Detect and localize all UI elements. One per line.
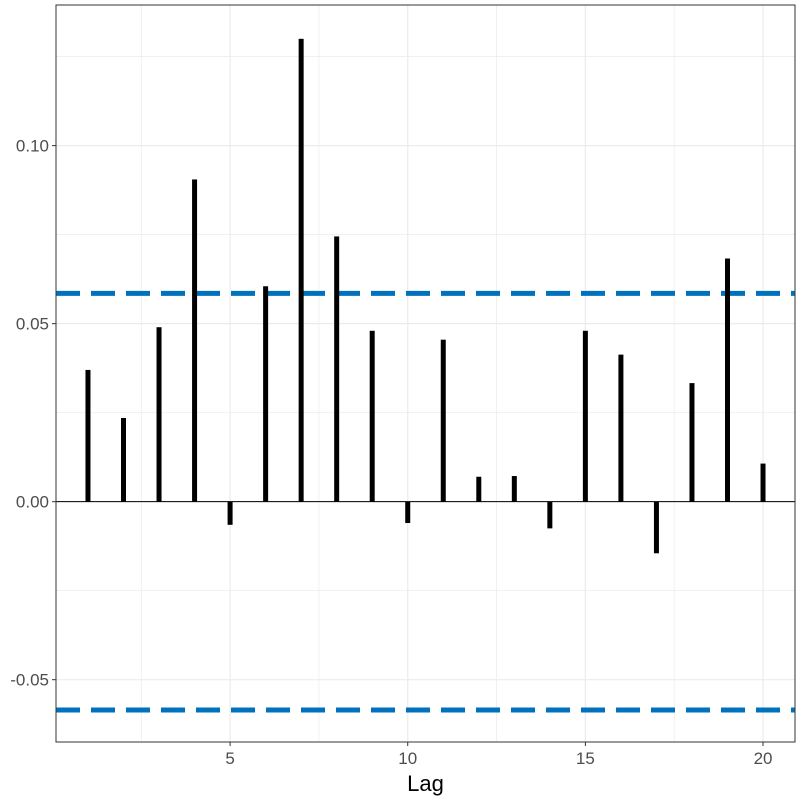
x-tick-label: 10 <box>398 749 417 768</box>
bar-lag-17 <box>653 501 659 554</box>
bar-lag-8 <box>334 236 340 502</box>
bar-lag-1 <box>85 369 91 502</box>
x-axis-ticks: 5 10 15 20 <box>225 742 772 768</box>
bar-lag-14 <box>547 501 553 529</box>
x-tick-label: 20 <box>754 749 773 768</box>
y-tick-label: 0.00 <box>16 493 49 512</box>
panel-border <box>55 4 796 743</box>
bar-lag-16 <box>618 354 624 502</box>
grid-lines <box>56 5 795 742</box>
y-tick-label: 0.05 <box>16 315 49 334</box>
y-axis-ticks: -0.05 0.00 0.05 0.10 <box>10 137 56 690</box>
bar-lag-4 <box>192 179 198 502</box>
bar-lag-19 <box>724 258 730 502</box>
bar-lag-5 <box>227 501 233 525</box>
bar-lag-9 <box>369 330 375 502</box>
y-tick-label: 0.10 <box>16 137 49 156</box>
bar-lag-10 <box>405 501 411 524</box>
x-axis-title: Lag <box>407 771 444 796</box>
bar-lag-7 <box>298 38 304 502</box>
x-tick-label: 5 <box>225 749 234 768</box>
bar-lag-2 <box>121 418 127 502</box>
x-tick-label: 15 <box>576 749 595 768</box>
bar-lag-18 <box>689 383 695 502</box>
bar-lag-20 <box>760 463 766 502</box>
bar-lag-13 <box>511 476 517 502</box>
confidence-bounds <box>56 290 795 713</box>
bar-lag-6 <box>263 286 269 502</box>
y-tick-label: -0.05 <box>10 671 49 690</box>
bar-lag-3 <box>156 327 162 502</box>
bar-lag-15 <box>582 330 588 502</box>
bars <box>85 38 766 554</box>
bar-lag-12 <box>476 476 482 502</box>
bar-lag-11 <box>440 339 446 502</box>
